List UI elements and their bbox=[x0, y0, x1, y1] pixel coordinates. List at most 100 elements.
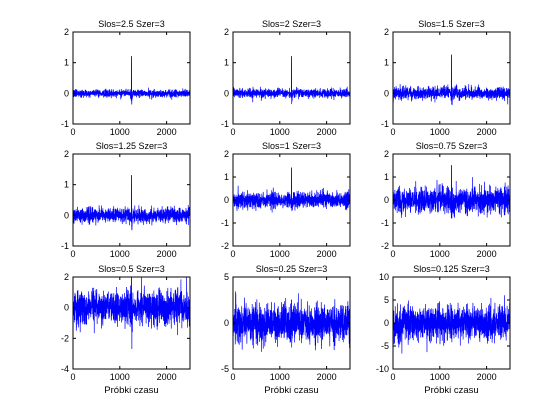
subplot-title-8: Slos=0.25 Szer=3 bbox=[256, 264, 328, 274]
x-tick-label: 0 bbox=[230, 127, 235, 137]
y-tick-label: -2 bbox=[221, 241, 229, 251]
signal-line-2 bbox=[233, 56, 350, 105]
axes-frame-2 bbox=[232, 31, 351, 125]
axes-frame-1 bbox=[72, 31, 191, 125]
y-tick-label: 1 bbox=[224, 172, 229, 182]
y-tick-label: -5 bbox=[381, 341, 389, 351]
y-tick-label: -1 bbox=[61, 119, 69, 129]
x-axis-label-9: Próbki czasu bbox=[424, 385, 478, 396]
subplot-title-4: Slos=1.25 Szer=3 bbox=[96, 141, 168, 151]
x-tick-label: 0 bbox=[390, 372, 395, 382]
y-tick-label: -5 bbox=[221, 364, 229, 374]
x-tick-label: 0 bbox=[70, 372, 75, 382]
subplot-title-7: Slos=0.5 Szer=3 bbox=[98, 264, 165, 274]
y-tick-label: 0 bbox=[224, 195, 229, 205]
x-tick-label: 0 bbox=[230, 249, 235, 259]
y-tick-label: 2 bbox=[384, 27, 389, 37]
signal-line-7 bbox=[73, 277, 190, 350]
signal-line-8 bbox=[233, 291, 350, 352]
subplot-7: 0 1000 2000 -4 -2 0 2 Slos=0.5 Szer=3 Próbki cza… bbox=[61, 264, 191, 396]
y-tick-label: 5 bbox=[224, 272, 229, 282]
y-tick-label: -2 bbox=[61, 333, 69, 343]
subplot-title-5: Slos=1 Szer=3 bbox=[262, 141, 321, 151]
subplot-title-2: Slos=2 Szer=3 bbox=[262, 19, 321, 29]
x-tick-label: 2000 bbox=[477, 127, 497, 137]
x-tick-label: 0 bbox=[70, 249, 75, 259]
subplot-title-9: Slos=0.125 Szer=3 bbox=[413, 264, 490, 274]
signal-line-6 bbox=[393, 165, 510, 219]
x-tick-label: 1000 bbox=[270, 249, 290, 259]
x-axis-label-7: Próbki czasu bbox=[104, 385, 158, 396]
x-tick-label: 2000 bbox=[157, 127, 177, 137]
signal-line-3 bbox=[393, 54, 510, 106]
y-tick-label: 2 bbox=[224, 27, 229, 37]
y-tick-label: -1 bbox=[61, 241, 69, 251]
x-tick-label: 0 bbox=[390, 127, 395, 137]
y-tick-label: 0 bbox=[384, 88, 389, 98]
signal-line-1 bbox=[73, 56, 190, 105]
y-tick-label: 10 bbox=[379, 272, 389, 282]
x-tick-label: 1000 bbox=[110, 249, 130, 259]
axes-frame-4 bbox=[72, 153, 191, 247]
x-tick-label: 1000 bbox=[430, 127, 450, 137]
x-tick-label: 2000 bbox=[317, 127, 337, 137]
y-tick-label: -1 bbox=[221, 119, 229, 129]
y-tick-label: 1 bbox=[384, 58, 389, 68]
y-tick-label: 2 bbox=[224, 149, 229, 159]
y-tick-label: 0 bbox=[224, 318, 229, 328]
signal-line-9 bbox=[393, 295, 510, 354]
y-tick-label: 0 bbox=[64, 88, 69, 98]
y-tick-label: 1 bbox=[384, 172, 389, 182]
x-tick-label: 1000 bbox=[430, 249, 450, 259]
subplot-5: 0 1000 2000 -2 -1 0 1 2 Slos=1 Szer=3 bbox=[221, 141, 351, 259]
y-tick-label: 5 bbox=[384, 295, 389, 305]
x-tick-label: 1000 bbox=[430, 372, 450, 382]
y-tick-label: 2 bbox=[64, 149, 69, 159]
subplot-9: 0 1000 2000 -10 -5 0 5 10 Slos=0.125 Szer=3 Próbk… bbox=[376, 264, 511, 396]
x-tick-label: 0 bbox=[230, 372, 235, 382]
subplot-title-6: Slos=0.75 Szer=3 bbox=[416, 141, 488, 151]
x-tick-label: 2000 bbox=[477, 372, 497, 382]
x-tick-label: 2000 bbox=[157, 249, 177, 259]
y-tick-label: 0 bbox=[384, 318, 389, 328]
y-tick-label: 0 bbox=[384, 195, 389, 205]
y-tick-label: -10 bbox=[376, 364, 389, 374]
y-tick-label: 0 bbox=[64, 210, 69, 220]
x-tick-label: 2000 bbox=[477, 249, 497, 259]
y-tick-label: -1 bbox=[381, 119, 389, 129]
x-axis-label-8: Próbki czasu bbox=[264, 385, 318, 396]
x-tick-label: 1000 bbox=[270, 127, 290, 137]
y-tick-label: -2 bbox=[381, 241, 389, 251]
y-tick-label: 0 bbox=[64, 303, 69, 313]
y-tick-label: 2 bbox=[384, 149, 389, 159]
x-tick-label: 1000 bbox=[270, 372, 290, 382]
axes-frame-3 bbox=[392, 31, 511, 125]
signal-line-5 bbox=[233, 167, 350, 213]
x-tick-label: 1000 bbox=[110, 372, 130, 382]
y-tick-label: 2 bbox=[64, 272, 69, 282]
x-tick-label: 2000 bbox=[317, 249, 337, 259]
x-tick-label: 0 bbox=[390, 249, 395, 259]
subplot-title-1: Slos=2.5 Szer=3 bbox=[98, 19, 165, 29]
y-tick-label: 1 bbox=[64, 58, 69, 68]
y-tick-label: -1 bbox=[221, 218, 229, 228]
y-tick-label: 0 bbox=[224, 88, 229, 98]
y-tick-label: -1 bbox=[381, 218, 389, 228]
subplot-6: 0 1000 2000 -2 -1 0 1 2 Slos=0.75 Szer=3 bbox=[381, 141, 511, 259]
y-tick-label: -4 bbox=[61, 364, 69, 374]
axes-frame-7 bbox=[72, 276, 191, 370]
y-tick-label: 1 bbox=[64, 180, 69, 190]
y-tick-label: 2 bbox=[64, 27, 69, 37]
signal-line-4 bbox=[73, 175, 190, 231]
x-tick-label: 2000 bbox=[317, 372, 337, 382]
y-tick-label: 1 bbox=[224, 58, 229, 68]
x-tick-label: 1000 bbox=[110, 127, 130, 137]
